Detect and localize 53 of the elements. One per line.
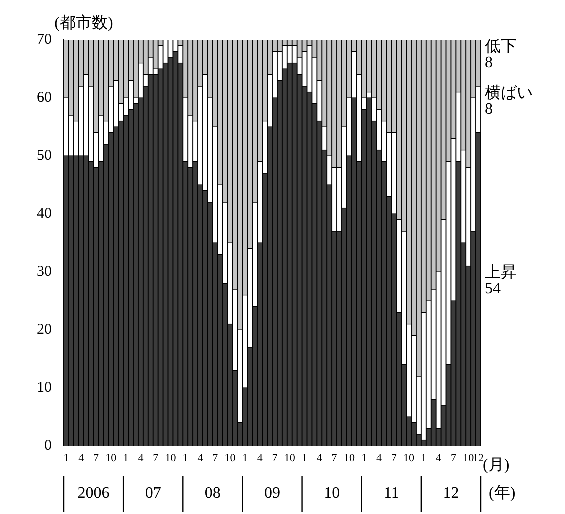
y-tick-label: 30: [37, 264, 52, 280]
x-tick-label: 1: [242, 452, 248, 464]
y-tick-label: 10: [37, 380, 52, 396]
x-tick-label: 10: [224, 452, 236, 464]
text: 09: [264, 485, 280, 502]
x-tick-label: 1: [64, 452, 70, 464]
text: (年): [489, 485, 516, 502]
series-label: 横ばい: [485, 84, 533, 102]
data-label: 54: [485, 280, 501, 298]
x-tick-label: 4: [436, 452, 442, 464]
x-tick-label: 7: [272, 452, 278, 464]
text: 07: [145, 485, 162, 502]
x-tick-label: 4: [316, 452, 323, 464]
series-label: 低下: [485, 38, 517, 56]
x-tick-label: 1: [123, 452, 129, 464]
data-label: 8: [485, 54, 493, 72]
y-tick-label: 20: [37, 322, 52, 338]
x-tick-label: 1: [421, 452, 427, 464]
x-tick-label: 1: [302, 452, 308, 464]
x-tick-label: 10: [165, 452, 177, 464]
text: 2006: [78, 485, 110, 502]
x-tick-label: 4: [257, 452, 264, 464]
x-axis-title: (月): [483, 457, 510, 474]
x-tick-label: 7: [94, 452, 100, 464]
y-tick-label: 60: [37, 90, 52, 106]
y-tick-label: 0: [44, 438, 52, 454]
y-tick-label: 50: [37, 148, 52, 164]
x-tick-label: 7: [450, 452, 457, 464]
x-tick-label: 1: [362, 452, 368, 464]
series-label: 上昇: [485, 264, 517, 282]
x-tick-label: 4: [78, 452, 85, 464]
x-tick-label: 1: [182, 452, 188, 464]
x-tick-label: 4: [198, 452, 204, 464]
x-tick-label: 10: [106, 452, 118, 464]
x-tick-label: 10: [463, 452, 475, 464]
x-tick-label: 7: [391, 452, 398, 464]
x-tick-label: 10: [284, 452, 296, 464]
text: 11: [384, 485, 400, 502]
x-tick-label: 7: [153, 452, 160, 464]
text: 12: [443, 485, 460, 502]
x-tick-label: 4: [138, 452, 144, 464]
y-axis-title: (都市数): [54, 14, 114, 32]
y-tick-label: 70: [37, 32, 52, 48]
data-label: 8: [485, 100, 493, 118]
x-tick-label: 10: [344, 452, 356, 464]
text: 10: [324, 485, 340, 502]
x-tick-label: 12: [473, 452, 484, 464]
x-tick-label: 10: [404, 452, 416, 464]
x-tick-label: 4: [376, 452, 382, 464]
y-tick-label: 40: [37, 206, 52, 222]
x-tick-label: 7: [332, 452, 338, 464]
text: 08: [204, 485, 221, 502]
x-tick-label: 7: [212, 452, 219, 464]
